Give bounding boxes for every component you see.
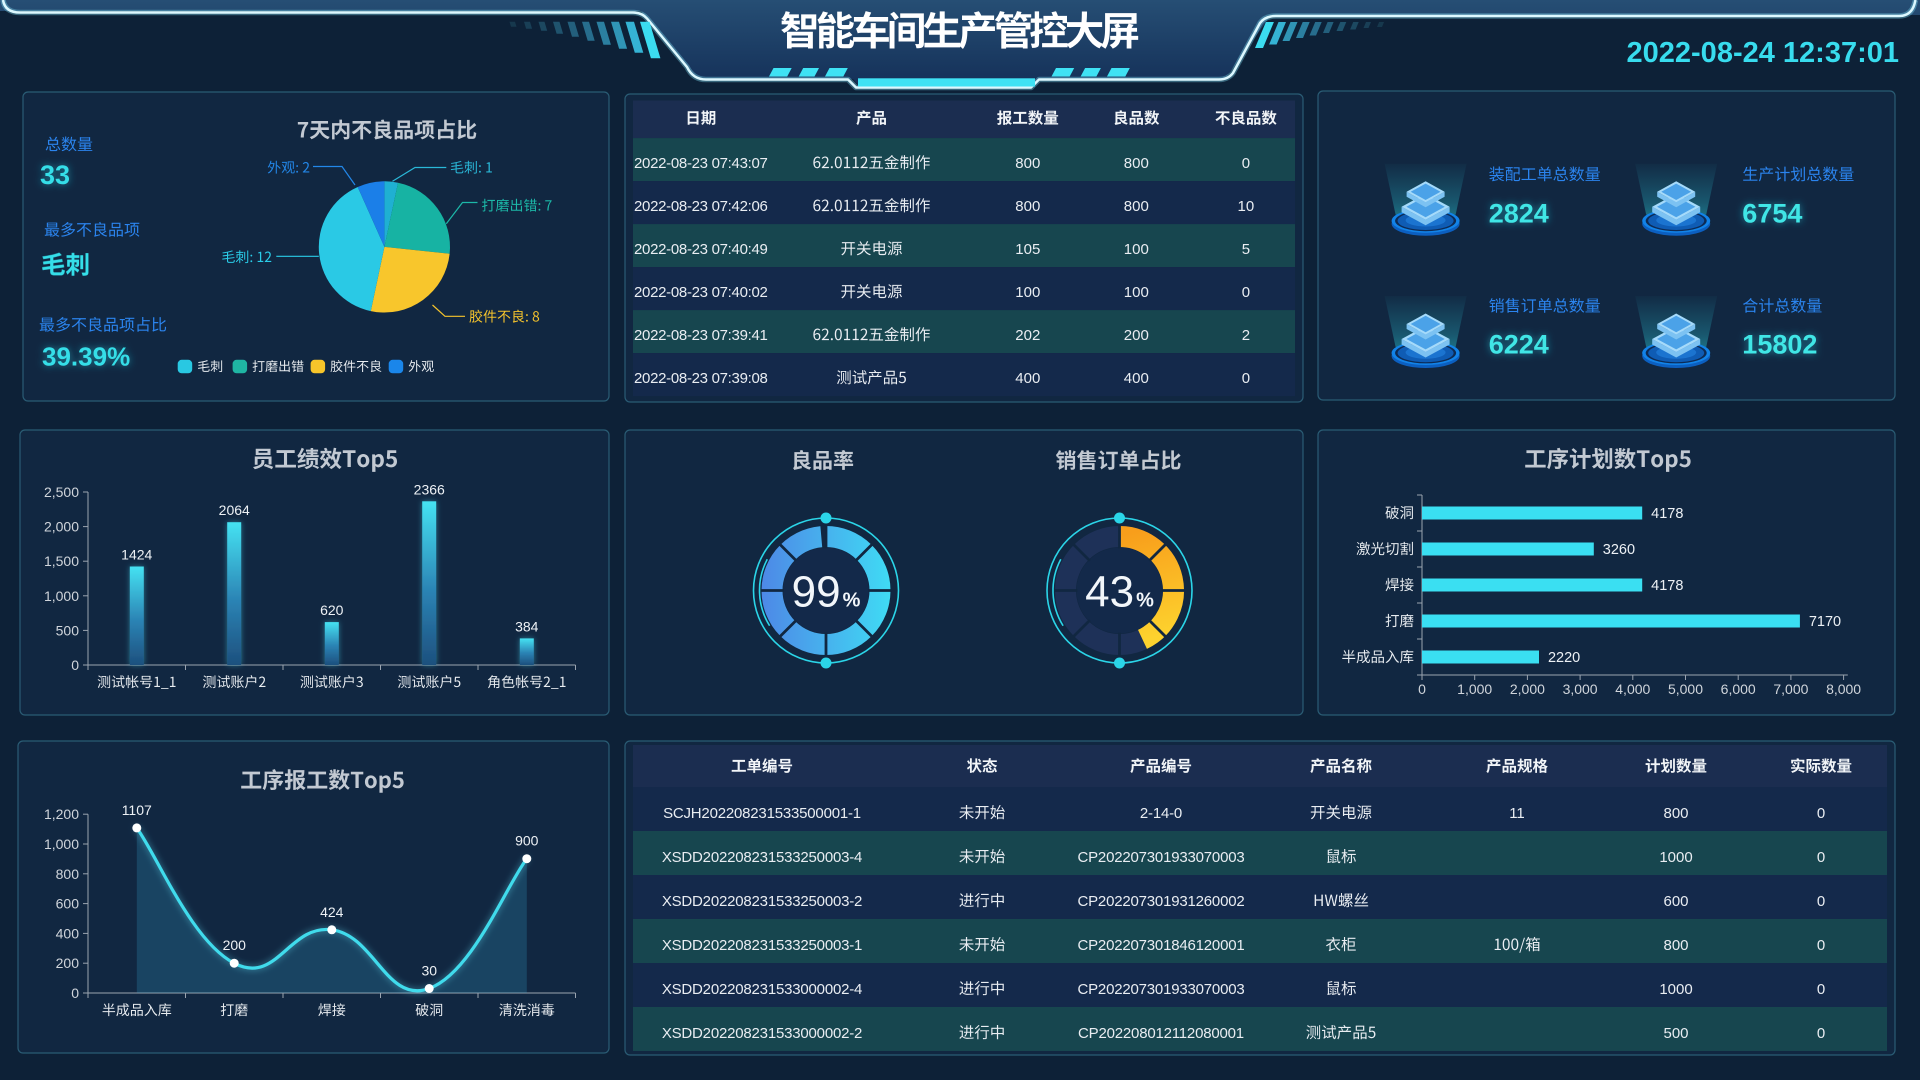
svg-text:2022-08-23 07:43:07: 2022-08-23 07:43:07 [634, 155, 768, 172]
svg-text:2220: 2220 [1548, 650, 1580, 666]
svg-text:600: 600 [1663, 893, 1688, 910]
svg-text:1,500: 1,500 [44, 553, 79, 569]
svg-text:1,000: 1,000 [44, 588, 79, 604]
svg-text:99: 99 [792, 568, 841, 617]
svg-text:%: % [1136, 590, 1154, 612]
svg-text:6754: 6754 [1742, 199, 1802, 229]
svg-text:100: 100 [1124, 241, 1149, 258]
svg-text:39.39%: 39.39% [42, 342, 130, 372]
svg-text:6,000: 6,000 [1721, 681, 1756, 697]
svg-text:0: 0 [1817, 1025, 1825, 1042]
svg-text:15802: 15802 [1742, 330, 1817, 360]
svg-text:1,200: 1,200 [44, 806, 79, 822]
svg-text:424: 424 [320, 904, 344, 920]
svg-text:2022-08-23 07:40:02: 2022-08-23 07:40:02 [634, 284, 768, 301]
svg-text:XSDD202208231533250003-2: XSDD202208231533250003-2 [662, 893, 862, 910]
svg-text:100: 100 [1015, 284, 1040, 301]
svg-text:0: 0 [1242, 155, 1250, 172]
svg-text:0: 0 [1817, 937, 1825, 954]
svg-text:33: 33 [40, 160, 70, 190]
svg-text:43: 43 [1085, 568, 1134, 617]
svg-text:2022-08-23 07:39:08: 2022-08-23 07:39:08 [634, 370, 768, 387]
svg-text:900: 900 [515, 833, 539, 849]
svg-text:6224: 6224 [1489, 330, 1549, 360]
svg-text:CP202207301933070003: CP202207301933070003 [1078, 849, 1245, 866]
svg-text:1424: 1424 [121, 546, 152, 562]
svg-text:2: 2 [1242, 327, 1250, 344]
svg-text:7170: 7170 [1809, 614, 1841, 630]
svg-text:1,000: 1,000 [1457, 681, 1492, 697]
svg-text:2,500: 2,500 [44, 484, 79, 500]
svg-text:0: 0 [1418, 681, 1426, 697]
svg-text:0: 0 [1242, 284, 1250, 301]
svg-text:384: 384 [515, 618, 539, 634]
svg-text:0: 0 [1817, 893, 1825, 910]
svg-text:1000: 1000 [1659, 849, 1692, 866]
svg-text:0: 0 [1817, 981, 1825, 998]
svg-text:2824: 2824 [1489, 199, 1549, 229]
svg-text:0: 0 [71, 985, 79, 1001]
svg-text:200: 200 [56, 955, 80, 971]
svg-text:800: 800 [56, 866, 80, 882]
svg-text:100: 100 [1124, 284, 1149, 301]
svg-text:XSDD202208231533000002-4: XSDD202208231533000002-4 [662, 981, 862, 998]
svg-text:XSDD202208231533250003-4: XSDD202208231533250003-4 [662, 849, 862, 866]
svg-text:2022-08-23 07:39:41: 2022-08-23 07:39:41 [634, 327, 768, 344]
svg-text:5,000: 5,000 [1668, 681, 1703, 697]
svg-text:800: 800 [1015, 155, 1040, 172]
svg-text:XSDD202208231533250003-1: XSDD202208231533250003-1 [662, 937, 862, 954]
svg-text:800: 800 [1663, 805, 1688, 822]
svg-text:5: 5 [1242, 241, 1250, 258]
svg-text:800: 800 [1124, 155, 1149, 172]
svg-text:200: 200 [1124, 327, 1149, 344]
svg-text:30: 30 [421, 963, 437, 979]
svg-text:3,000: 3,000 [1563, 681, 1598, 697]
svg-text:105: 105 [1015, 241, 1040, 258]
svg-text:1107: 1107 [122, 802, 152, 818]
svg-text:XSDD202208231533000002-2: XSDD202208231533000002-2 [662, 1025, 862, 1042]
svg-text:4178: 4178 [1651, 578, 1683, 594]
svg-text:CP202207301846120001: CP202207301846120001 [1078, 937, 1245, 954]
svg-text:500: 500 [56, 622, 80, 638]
svg-text:800: 800 [1663, 937, 1688, 954]
svg-text:CP202207301933070003: CP202207301933070003 [1078, 981, 1245, 998]
svg-text:2,000: 2,000 [1510, 681, 1545, 697]
svg-text:600: 600 [56, 896, 80, 912]
svg-text:2064: 2064 [219, 502, 250, 518]
svg-text:4178: 4178 [1651, 506, 1683, 522]
svg-text:500: 500 [1663, 1025, 1688, 1042]
svg-text:0: 0 [1242, 370, 1250, 387]
svg-text:0: 0 [1817, 849, 1825, 866]
svg-text:8,000: 8,000 [1826, 681, 1861, 697]
svg-text:11: 11 [1509, 805, 1525, 822]
svg-text:400: 400 [1015, 370, 1040, 387]
svg-text:2-14-0: 2-14-0 [1140, 805, 1182, 822]
svg-text:400: 400 [56, 925, 80, 941]
svg-text:202: 202 [1015, 327, 1040, 344]
svg-text:2022-08-24 12:37:01: 2022-08-24 12:37:01 [1627, 37, 1899, 69]
svg-text:2366: 2366 [414, 481, 445, 497]
svg-text:800: 800 [1124, 198, 1149, 215]
svg-text:0: 0 [71, 657, 79, 673]
svg-text:7,000: 7,000 [1773, 681, 1808, 697]
svg-text:CP202208012112080001: CP202208012112080001 [1078, 1025, 1244, 1042]
svg-text:2,000: 2,000 [44, 519, 79, 535]
svg-text:SCJH202208231533500001-1: SCJH202208231533500001-1 [663, 805, 861, 822]
svg-text:1000: 1000 [1659, 981, 1692, 998]
svg-text:4,000: 4,000 [1615, 681, 1650, 697]
svg-text:620: 620 [320, 602, 344, 618]
svg-text:10: 10 [1238, 198, 1255, 215]
svg-text:CP202207301931260002: CP202207301931260002 [1078, 893, 1245, 910]
svg-text:400: 400 [1124, 370, 1149, 387]
svg-text:2022-08-23 07:42:06: 2022-08-23 07:42:06 [634, 198, 768, 215]
svg-text:%: % [843, 590, 861, 612]
svg-text:3260: 3260 [1603, 542, 1635, 558]
svg-text:200: 200 [223, 937, 247, 953]
svg-text:1,000: 1,000 [44, 836, 79, 852]
svg-text:800: 800 [1015, 198, 1040, 215]
svg-text:2022-08-23 07:40:49: 2022-08-23 07:40:49 [634, 241, 768, 258]
svg-text:0: 0 [1817, 805, 1825, 822]
